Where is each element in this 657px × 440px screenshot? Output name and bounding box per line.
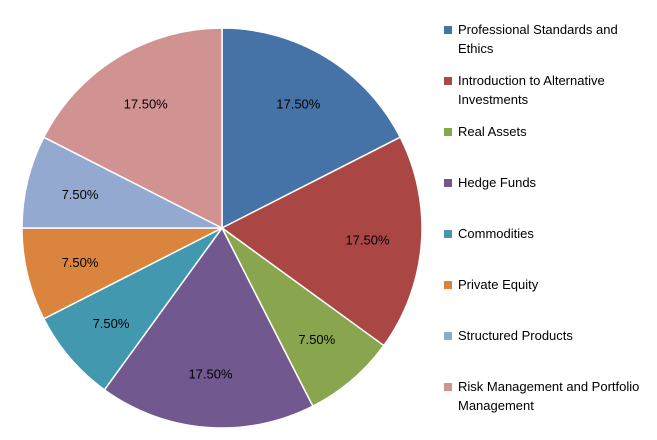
legend-item-6: Private Equity [444,275,654,326]
pie-slice-2 [220,136,423,347]
legend-swatch [444,230,452,238]
data-label-1: 17.50% [276,97,321,112]
legend-swatch [444,383,452,391]
legend-item-4: Hedge Funds [444,173,654,224]
legend-label: Structured Products [458,328,573,343]
data-label-6: 7.50% [62,255,99,270]
data-label-4: 17.50% [188,367,233,382]
legend-item-5: Commodities [444,224,654,275]
pie-slice-8 [42,27,223,230]
pie-slice-1 [221,27,402,230]
legend-item-1: Professional Standards and Ethics [444,20,654,71]
legend-label: Private Equity [458,277,539,292]
pie-data-labels: 17.50% 17.50% 7.50% 17.50% 7.50% 7.50% 7.50% 17… [62,97,390,382]
legend-label: Real Assets [458,124,527,139]
data-label-5: 7.50% [93,316,130,331]
legend-swatch [444,281,452,289]
legend-item-3: Real Assets [444,122,654,173]
legend-item-2: Introduction to Alternative Investments [444,71,654,122]
legend-label: Risk Management and Portfolio Management [458,379,640,413]
pie-slices [21,27,423,429]
legend-label: Introduction to Alternative Investments [458,73,605,107]
pie-slice-4 [103,226,314,429]
data-label-8: 17.50% [124,97,169,112]
legend-swatch [444,26,452,34]
chart-legend: Professional Standards and Ethics Introdu… [444,20,654,428]
legend-label: Commodities [458,226,534,241]
legend-label: Professional Standards and Ethics [458,22,618,56]
data-label-7: 7.50% [62,187,99,202]
legend-item-7: Structured Products [444,326,654,377]
legend-swatch [444,332,452,340]
legend-swatch [444,179,452,187]
legend-swatch [444,128,452,136]
legend-label: Hedge Funds [458,175,537,190]
legend-swatch [444,77,452,85]
legend-item-8: Risk Management and Portfolio Management [444,377,654,428]
data-label-3: 7.50% [298,332,335,347]
data-label-2: 17.50% [345,233,390,248]
